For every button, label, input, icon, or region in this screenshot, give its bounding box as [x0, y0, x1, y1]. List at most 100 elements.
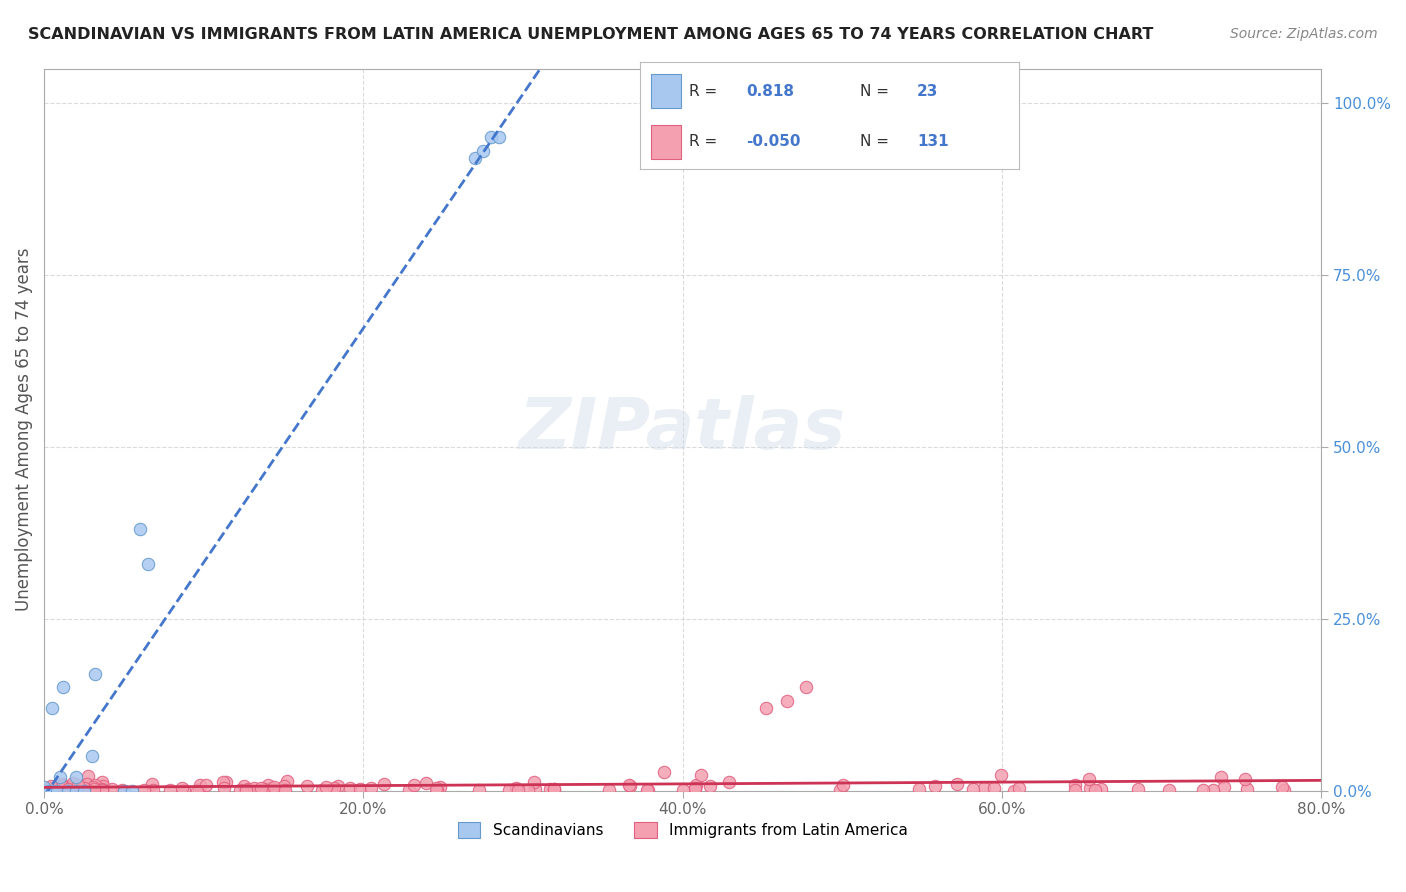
Point	[398, 783, 420, 797]
Text: ZIPatlas: ZIPatlas	[519, 395, 846, 464]
Point	[250, 780, 273, 795]
Point	[1007, 781, 1029, 796]
Point	[776, 694, 799, 708]
Point	[212, 780, 235, 795]
Point	[276, 774, 298, 789]
Point	[66, 781, 89, 796]
Point	[188, 778, 211, 792]
Point	[90, 783, 112, 797]
Point	[1192, 782, 1215, 797]
Point	[67, 780, 90, 795]
Point	[498, 783, 520, 797]
Point	[506, 783, 529, 797]
Point	[111, 782, 134, 797]
Point	[828, 782, 851, 797]
Point	[65, 783, 87, 797]
Text: 23: 23	[917, 84, 938, 99]
Point	[80, 749, 103, 764]
Point	[311, 782, 333, 797]
Point	[322, 780, 344, 795]
Point	[212, 775, 235, 789]
Point	[260, 780, 283, 795]
Point	[543, 781, 565, 796]
Point	[76, 777, 98, 791]
Point	[598, 783, 620, 797]
Point	[962, 781, 984, 796]
Point	[472, 144, 495, 158]
Point	[56, 780, 79, 795]
Point	[636, 783, 658, 797]
Point	[228, 783, 250, 797]
Point	[617, 778, 640, 792]
Point	[32, 780, 55, 794]
Point	[195, 778, 218, 792]
Point	[543, 782, 565, 797]
Point	[91, 782, 114, 797]
Point	[128, 522, 150, 536]
Point	[187, 782, 209, 797]
Point	[87, 781, 110, 796]
Text: -0.050: -0.050	[747, 134, 800, 149]
Point	[141, 777, 163, 791]
Point	[253, 781, 276, 796]
Point	[1064, 778, 1087, 792]
Point	[112, 783, 135, 797]
Text: 0.818: 0.818	[747, 84, 794, 99]
Point	[425, 781, 447, 796]
Text: N =: N =	[860, 134, 889, 149]
Point	[257, 778, 280, 792]
Point	[699, 779, 721, 793]
Point	[538, 781, 561, 796]
Point	[619, 780, 641, 794]
Point	[173, 783, 195, 797]
Point	[685, 778, 707, 792]
Point	[233, 779, 256, 793]
Point	[426, 783, 449, 797]
Point	[326, 779, 349, 793]
Point	[32, 783, 55, 797]
Point	[690, 768, 713, 782]
Point	[832, 778, 855, 792]
Point	[415, 776, 437, 790]
Point	[717, 775, 740, 789]
Text: N =: N =	[860, 84, 889, 99]
Point	[65, 779, 87, 793]
Point	[404, 778, 426, 792]
Point	[243, 781, 266, 796]
Bar	[651, 125, 682, 159]
Point	[983, 781, 1005, 796]
Point	[339, 780, 361, 795]
Point	[65, 770, 87, 784]
Point	[321, 783, 343, 797]
Text: SCANDINAVIAN VS IMMIGRANTS FROM LATIN AMERICA UNEMPLOYMENT AMONG AGES 65 TO 74 Y: SCANDINAVIAN VS IMMIGRANTS FROM LATIN AM…	[28, 27, 1153, 42]
Point	[315, 780, 337, 794]
Point	[101, 782, 124, 797]
Point	[172, 781, 194, 796]
Point	[67, 778, 90, 792]
Point	[637, 783, 659, 797]
Point	[683, 781, 706, 796]
Point	[273, 779, 295, 793]
Point	[1209, 770, 1232, 784]
Point	[907, 781, 929, 796]
Point	[90, 783, 112, 797]
Point	[429, 780, 451, 794]
Point	[73, 783, 96, 797]
Point	[516, 782, 538, 797]
Point	[373, 777, 395, 791]
Point	[488, 130, 510, 145]
Point	[1083, 783, 1105, 797]
Point	[1090, 782, 1112, 797]
Point	[479, 130, 502, 145]
Point	[59, 780, 82, 794]
Point	[83, 781, 105, 796]
Point	[1063, 782, 1085, 797]
Point	[1078, 780, 1101, 795]
Point	[51, 780, 73, 794]
Point	[52, 681, 75, 695]
Point	[672, 782, 695, 797]
Point	[505, 780, 527, 795]
Point	[89, 783, 111, 797]
Point	[295, 779, 318, 793]
Point	[91, 774, 114, 789]
